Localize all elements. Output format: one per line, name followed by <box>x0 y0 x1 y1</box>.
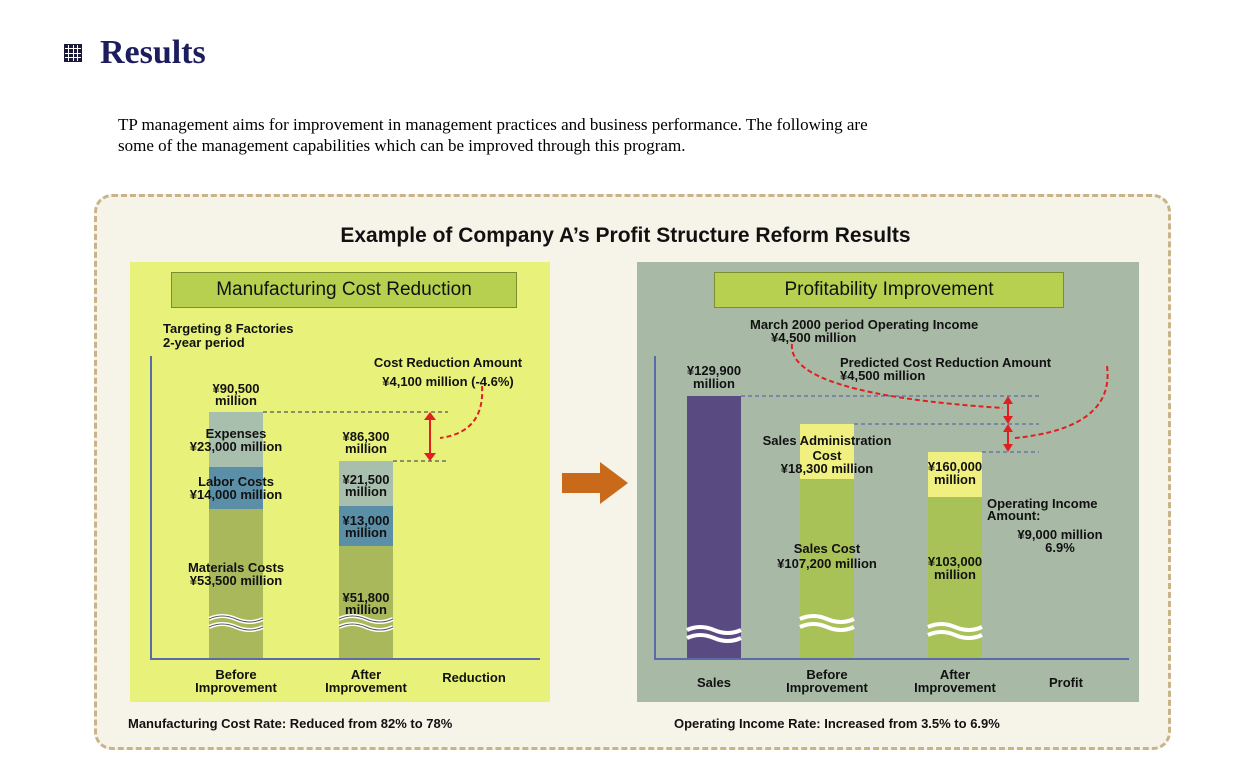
before-expenses-segment <box>209 412 263 467</box>
labor-costs-value: ¥14,000 million <box>189 487 283 502</box>
after-labor-segment <box>339 506 393 546</box>
x-label-before-right-2: Improvement <box>786 680 868 695</box>
scope-line-1: Targeting 8 Factories <box>163 321 294 336</box>
predicted-reduction-value: ¥4,500 million <box>840 368 926 383</box>
operating-income-label-1: Operating Income <box>987 496 1098 511</box>
admin-cost-value: ¥18,300 million <box>780 461 874 476</box>
materials-costs-label: Materials Costs <box>187 560 285 575</box>
left-overlay-graphics <box>208 385 484 632</box>
x-label-after-right-1: After <box>939 667 971 682</box>
intro-line-2: some of the management capabilities whic… <box>118 136 686 155</box>
after-admin-segment <box>928 452 982 497</box>
operating-income-label-2: Amount: <box>987 508 1041 523</box>
left-y-axis <box>150 356 152 660</box>
section-title: Results <box>100 34 206 71</box>
x-label-after-1: After <box>350 667 382 682</box>
x-label-after-2: Improvement <box>325 680 407 695</box>
materials-costs-value: ¥53,500 million <box>189 573 283 588</box>
sales-cost-value: ¥107,200 million <box>777 556 877 571</box>
operating-income-rate: 6.9% <box>1045 540 1075 555</box>
sales-value-line-2: million <box>693 376 735 391</box>
after-total-line-2: million <box>345 441 387 456</box>
income-period-title: March 2000 period Operating Income <box>750 317 979 332</box>
after-expenses-line-2: million <box>345 484 387 499</box>
x-label-after-right-2: Improvement <box>914 680 996 695</box>
x-label-profit: Profit <box>1049 675 1083 690</box>
before-admin-segment <box>800 424 854 479</box>
after-admin-line-2: million <box>934 472 976 487</box>
manufacturing-caption: Manufacturing Cost Rate: Reduced from 82… <box>128 716 453 731</box>
sales-cost-label: Sales Cost <box>793 541 861 556</box>
after-labor-line-2: million <box>345 525 387 540</box>
after-materials-segment <box>339 546 393 658</box>
right-overlay-graphics <box>686 343 1109 643</box>
manufacturing-box-title: Manufacturing Cost Reduction <box>171 272 517 308</box>
profitability-caption: Operating Income Rate: Increased from 3.… <box>674 716 1000 731</box>
after-admin-line-1: ¥160,000 <box>927 459 983 474</box>
before-materials-segment <box>209 509 263 658</box>
expenses-value: ¥23,000 million <box>189 439 283 454</box>
section-heading: Results <box>64 34 206 72</box>
labor-costs-label: Labor Costs <box>198 474 274 489</box>
cost-reduction-title: Cost Reduction Amount <box>373 355 523 370</box>
grid-bullet-icon <box>64 44 82 62</box>
after-expenses-segment <box>339 461 393 506</box>
after-labor-line-1: ¥13,000 <box>342 513 390 528</box>
before-total-line-2: million <box>215 393 257 408</box>
after-cost-line-2: million <box>934 567 976 582</box>
sales-value-line-1: ¥129,900 <box>686 363 742 378</box>
x-label-before-2: Improvement <box>195 680 277 695</box>
x-label-before-right-1: Before <box>806 667 848 682</box>
sales-bar <box>687 396 741 658</box>
right-x-axis <box>654 658 1129 660</box>
left-x-axis <box>150 658 540 660</box>
expenses-label: Expenses <box>205 426 267 441</box>
admin-cost-label-2: Cost <box>812 448 842 463</box>
after-total-line-1: ¥86,300 <box>342 429 390 444</box>
x-label-before-1: Before <box>215 667 257 682</box>
x-label-reduction: Reduction <box>442 670 506 685</box>
before-labor-segment <box>209 467 263 509</box>
income-period-value: ¥4,500 million <box>771 330 857 345</box>
scope-line-2: 2-year period <box>163 335 245 350</box>
cost-reduction-value: ¥4,100 million (-4.6%) <box>382 374 514 389</box>
after-expenses-line-1: ¥21,500 <box>342 472 390 487</box>
right-y-axis <box>654 356 656 660</box>
diagram-title: Example of Company A’s Profit Structure … <box>340 224 911 247</box>
after-cost-line-1: ¥103,000 <box>927 554 983 569</box>
after-materials-line-1: ¥51,800 <box>342 590 390 605</box>
admin-cost-label-1: Sales Administration <box>762 433 892 448</box>
x-label-sales: Sales <box>697 675 731 690</box>
right-arrow-icon <box>562 462 628 504</box>
after-materials-line-2: million <box>345 602 387 617</box>
operating-income-value: ¥9,000 million <box>1017 527 1103 542</box>
intro-paragraph: TP management aims for improvement in ma… <box>118 114 1178 156</box>
predicted-reduction-title: Predicted Cost Reduction Amount <box>840 355 1052 370</box>
profitability-box-title: Profitability Improvement <box>714 272 1064 308</box>
intro-line-1: TP management aims for improvement in ma… <box>118 115 868 134</box>
before-total-line-1: ¥90,500 <box>212 381 260 396</box>
